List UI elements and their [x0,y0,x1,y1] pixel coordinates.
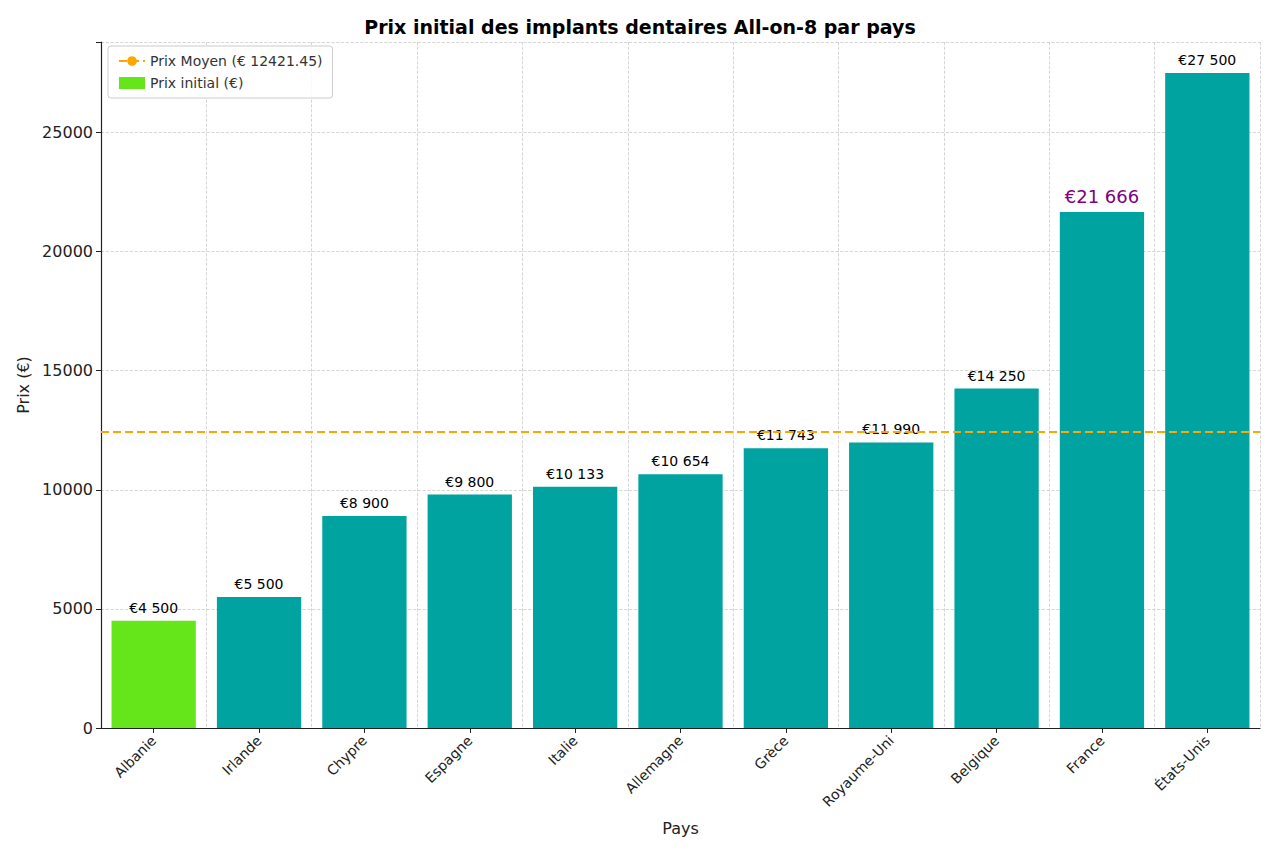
svg-text:25000: 25000 [42,123,93,142]
svg-text:€10 133: €10 133 [546,466,604,482]
svg-text:€11 743: €11 743 [757,427,815,443]
svg-text:Albanie: Albanie [111,732,159,780]
svg-text:Belgique: Belgique [948,732,1003,787]
svg-text:Pays: Pays [662,819,699,838]
svg-text:Allemagne: Allemagne [622,732,686,796]
svg-text:€5 500: €5 500 [235,576,284,592]
svg-text:10000: 10000 [42,480,93,499]
svg-text:20000: 20000 [42,242,93,261]
svg-text:Prix (€): Prix (€) [14,356,33,414]
svg-text:France: France [1063,732,1107,776]
svg-text:Prix initial des implants dent: Prix initial des implants dentaires All-… [364,16,915,38]
svg-text:Irlande: Irlande [219,732,265,778]
svg-text:Prix initial (€): Prix initial (€) [150,75,243,91]
svg-text:Grèce: Grèce [751,732,791,772]
svg-text:Espagne: Espagne [422,732,476,786]
svg-text:Chypre: Chypre [324,732,371,779]
svg-text:Italie: Italie [545,732,581,768]
svg-text:États-Unis: États-Unis [1151,732,1213,794]
svg-text:Royaume-Uni: Royaume-Uni [819,732,897,810]
svg-text:5000: 5000 [52,599,93,618]
svg-text:€14 250: €14 250 [968,368,1026,384]
svg-text:€11 990: €11 990 [862,421,920,437]
svg-text:Prix Moyen (€ 12421.45): Prix Moyen (€ 12421.45) [150,53,323,69]
svg-text:€21 666: €21 666 [1065,186,1139,207]
svg-text:€9 800: €9 800 [445,474,494,490]
svg-text:€27 500: €27 500 [1178,52,1236,68]
svg-text:0: 0 [83,719,93,738]
svg-text:€8 900: €8 900 [340,495,389,511]
svg-text:15000: 15000 [42,361,93,380]
svg-text:€10 654: €10 654 [652,453,710,469]
svg-text:€4 500: €4 500 [129,600,178,616]
